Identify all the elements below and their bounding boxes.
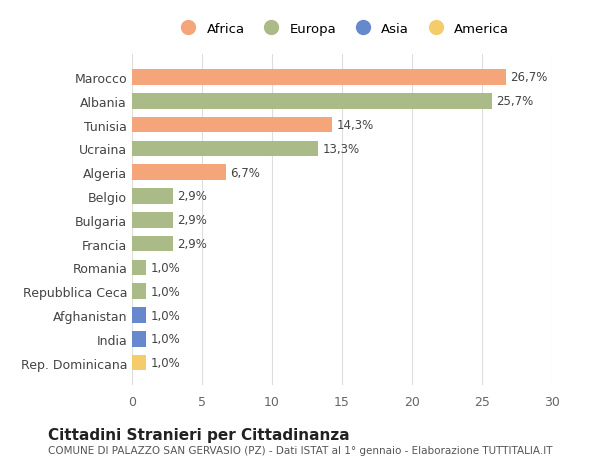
Text: 13,3%: 13,3% <box>322 143 359 156</box>
Text: 1,0%: 1,0% <box>150 285 180 298</box>
Bar <box>132 118 332 133</box>
Bar <box>132 236 173 252</box>
Bar <box>132 70 506 85</box>
Bar <box>132 331 146 347</box>
Text: 2,9%: 2,9% <box>177 238 206 251</box>
Text: 2,9%: 2,9% <box>177 190 206 203</box>
Text: 6,7%: 6,7% <box>230 166 260 179</box>
Text: 1,0%: 1,0% <box>150 309 180 322</box>
Bar <box>132 284 146 299</box>
Legend: Africa, Europa, Asia, America: Africa, Europa, Asia, America <box>171 19 513 39</box>
Text: COMUNE DI PALAZZO SAN GERVASIO (PZ) - Dati ISTAT al 1° gennaio - Elaborazione TU: COMUNE DI PALAZZO SAN GERVASIO (PZ) - Da… <box>48 445 553 455</box>
Bar <box>132 213 173 228</box>
Text: 2,9%: 2,9% <box>177 214 206 227</box>
Bar <box>132 308 146 323</box>
Bar <box>132 260 146 275</box>
Text: Cittadini Stranieri per Cittadinanza: Cittadini Stranieri per Cittadinanza <box>48 427 350 442</box>
Bar <box>132 94 492 109</box>
Text: 25,7%: 25,7% <box>496 95 533 108</box>
Text: 1,0%: 1,0% <box>150 261 180 274</box>
Bar <box>132 355 146 370</box>
Text: 26,7%: 26,7% <box>510 71 547 84</box>
Text: 1,0%: 1,0% <box>150 356 180 369</box>
Bar <box>132 189 173 204</box>
Bar <box>132 165 226 180</box>
Text: 1,0%: 1,0% <box>150 333 180 346</box>
Bar <box>132 141 318 157</box>
Text: 14,3%: 14,3% <box>337 119 374 132</box>
